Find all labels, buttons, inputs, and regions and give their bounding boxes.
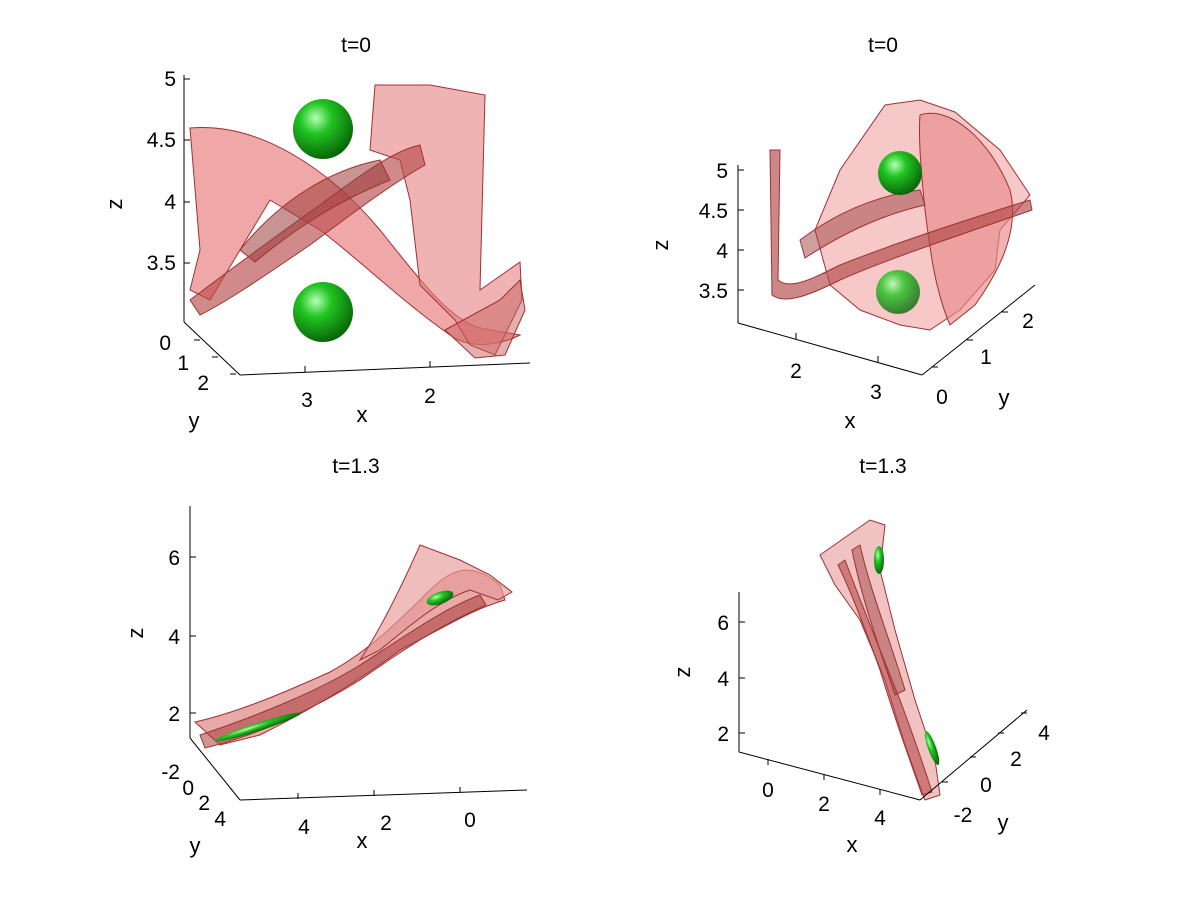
y-tick-label: 4 <box>1038 722 1050 745</box>
y-tick-label: 2 <box>197 372 209 395</box>
isosurface-tube <box>799 189 926 259</box>
x-axis-label: x <box>847 832 858 857</box>
axes-frame <box>737 165 1036 376</box>
panel-top-right: t=0 5 4.5 4 3.5 <box>648 34 1036 433</box>
isosurface-group <box>769 99 1033 331</box>
x-tick-label: 4 <box>874 807 886 830</box>
y-tick-labels: 0 1 2 <box>159 332 209 395</box>
y-tick-label: 4 <box>214 808 226 831</box>
z-tick-label: 6 <box>717 612 729 635</box>
y-tick-label: 0 <box>980 774 992 797</box>
z-tick-label: 4 <box>168 626 180 649</box>
y-tick-label: 1 <box>177 352 189 375</box>
z-tick-label: 2 <box>717 723 729 746</box>
particle-sphere <box>293 99 353 159</box>
z-tick-labels: 6 4 2 <box>168 547 180 726</box>
panel-title: t=1.3 <box>859 455 906 478</box>
x-axis-label: x <box>357 828 368 853</box>
y-tick-labels: 0 1 2 <box>936 310 1034 409</box>
z-tick-label: 4 <box>716 240 728 263</box>
axes-frame <box>183 75 531 376</box>
y-tick-label: 0 <box>182 777 194 800</box>
z-tick-label: 4.5 <box>147 129 176 152</box>
x-tick-label: 2 <box>790 360 802 383</box>
x-axis-label: x <box>845 408 856 433</box>
y-tick-labels: -2 0 2 4 <box>161 761 226 831</box>
x-tick-label: 3 <box>870 381 882 404</box>
particle-ellipsoid <box>215 712 301 742</box>
z-tick-label: 5 <box>716 160 728 183</box>
z-tick-label: 4 <box>717 668 729 691</box>
isosurface-group <box>819 519 941 801</box>
isosurface-group <box>189 84 526 359</box>
x-tick-label: 0 <box>464 809 476 832</box>
isosurface-group <box>193 544 513 749</box>
axes-frame <box>738 592 1028 801</box>
x-tick-labels: 0 2 4 <box>762 779 886 830</box>
y-tick-label: 2 <box>198 792 210 815</box>
panel-title: t=0 <box>341 34 371 57</box>
y-axis-label: y <box>999 385 1010 410</box>
particle-ellipsoid <box>924 731 940 765</box>
y-tick-label: -2 <box>954 804 973 827</box>
z-tick-label: 5 <box>164 68 176 91</box>
isosurface-sheet <box>193 569 506 746</box>
x-tick-labels: 2 3 <box>790 360 882 404</box>
isosurface-tube <box>199 594 487 749</box>
x-tick-labels: 3 2 <box>301 385 436 412</box>
x-tick-label: 0 <box>762 779 774 802</box>
y-axis-label: y <box>998 810 1009 835</box>
y-tick-labels: -2 0 2 4 <box>954 722 1051 827</box>
panel-title: t=1.3 <box>332 455 379 478</box>
y-tick-label: 2 <box>1022 310 1034 333</box>
isosurface-sheet <box>444 278 526 359</box>
y-axis-label: y <box>190 833 201 858</box>
isosurface-sheet <box>918 112 1014 326</box>
z-axis-label: z <box>123 628 148 639</box>
z-axis-label: z <box>648 240 673 251</box>
x-axis-label: x <box>357 402 368 427</box>
y-tick-label: 1 <box>980 346 992 369</box>
z-tick-labels: 5 4.5 4 3.5 <box>699 160 729 303</box>
particle-ellipsoid <box>426 590 454 606</box>
z-tick-labels: 5 4.5 4 3.5 <box>147 68 177 275</box>
panel-top-left: t=0 <box>102 34 531 433</box>
x-tick-label: 2 <box>380 812 392 835</box>
y-tick-label: 0 <box>936 386 948 409</box>
isosurface-tube <box>851 544 906 696</box>
particle-sphere <box>876 270 920 314</box>
x-tick-labels: 4 2 0 <box>298 809 476 839</box>
x-tick-label: 3 <box>301 389 313 412</box>
y-tick-label: -2 <box>161 761 180 784</box>
x-tick-label: 2 <box>818 793 830 816</box>
z-axis-label: z <box>102 199 127 210</box>
isosurface-tube <box>239 159 391 263</box>
z-tick-label: 3.5 <box>699 280 728 303</box>
x-tick-label: 2 <box>424 385 436 408</box>
y-tick-label: 2 <box>1010 748 1022 771</box>
z-tick-label: 3.5 <box>147 252 176 275</box>
particle-sphere <box>293 282 353 342</box>
x-tick-label: 4 <box>298 816 310 839</box>
z-axis-label: z <box>670 667 695 678</box>
z-tick-label: 2 <box>168 703 180 726</box>
z-tick-label: 4.5 <box>699 200 728 223</box>
z-tick-label: 6 <box>168 547 180 570</box>
z-tick-label: 4 <box>164 191 176 214</box>
particle-sphere <box>878 151 922 195</box>
panel-bottom-left: t=1.3 6 4 2 -2 0 2 4 <box>123 455 528 858</box>
y-tick-label: 0 <box>159 332 171 355</box>
axes-frame <box>189 506 528 801</box>
isosurface-tube <box>769 149 1033 300</box>
particle-ellipsoid <box>874 546 884 574</box>
panel-bottom-right: t=1.3 6 4 2 0 <box>670 455 1050 857</box>
z-tick-labels: 6 4 2 <box>717 612 729 746</box>
y-axis-label: y <box>189 408 200 433</box>
panel-title: t=0 <box>868 34 898 57</box>
